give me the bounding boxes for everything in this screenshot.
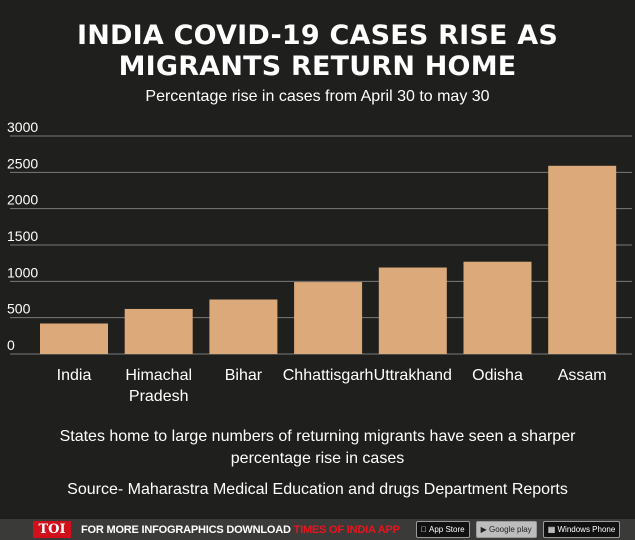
promo-brand[interactable]: TIMES OF INDIA APP — [293, 523, 400, 536]
bar-assam — [548, 165, 617, 354]
google-play-label: Google play — [480, 525, 532, 534]
y-tick-label-1000: 1000 — [7, 264, 38, 280]
windows-phone-badge[interactable]: ▦ Windows Phone — [542, 521, 621, 538]
y-tick-label-500: 500 — [7, 301, 31, 317]
chart-note: States home to large numbers of returnin… — [59, 428, 576, 467]
chart-subtitle: Percentage rise in cases from April 30 t… — [145, 88, 490, 105]
y-tick-label-3000: 3000 — [7, 119, 38, 135]
x-tick-label-himachal-pradesh: Himachal Pradesh — [125, 367, 192, 405]
x-tick-label-assam: Assam — [558, 367, 607, 384]
footer-bar: TOI FOR MORE INFOGRAPHICS DOWNLOAD TIMES… — [0, 519, 635, 540]
chart-title-line-2: MIGRANTS RETURN HOME — [118, 51, 517, 82]
footer-promo: FOR MORE INFOGRAPHICS DOWNLOAD TIMES OF … — [81, 524, 400, 536]
x-tick-label-chhattisgarh: Chhattisgarh — [283, 367, 374, 384]
x-tick-label-odisha: Odisha — [472, 367, 523, 384]
y-tick-label-2500: 2500 — [7, 155, 38, 171]
windows-phone-label: Windows Phone — [549, 525, 615, 534]
chart-source: Source- Maharastra Medical Education and… — [67, 481, 568, 498]
chart-title-line-1: INDIA COVID-19 CASES RISE AS — [77, 20, 558, 51]
play-icon: ▶ — [481, 525, 487, 534]
bar-chhattisgarh — [294, 282, 363, 354]
app-store-badge[interactable]:  App Store — [415, 521, 470, 538]
chart-title: INDIA COVID-19 CASES RISE AS MIGRANTS RE… — [0, 20, 635, 82]
y-tick-label-2000: 2000 — [7, 192, 38, 208]
bar-chart: 0 500 1000 1500 2000 2500 3000 India Himachal Pra… — [7, 119, 632, 405]
bar-himachal-pradesh — [124, 308, 193, 354]
bar-bihar — [209, 299, 278, 354]
google-play-badge[interactable]: ▶ Google play — [475, 521, 537, 538]
x-tick-label-bihar: Bihar — [225, 367, 263, 384]
bar-india — [40, 323, 108, 354]
app-store-label: App Store — [420, 525, 465, 534]
x-tick-label-uttrakhand: Uttrakhand — [374, 367, 452, 384]
apple-icon:  — [421, 525, 427, 534]
y-tick-label-1500: 1500 — [7, 228, 38, 244]
bar-uttrakhand — [378, 267, 447, 354]
toi-logo[interactable]: TOI — [33, 521, 71, 538]
windows-icon: ▦ — [548, 525, 556, 534]
promo-text: FOR MORE INFOGRAPHICS DOWNLOAD — [81, 523, 294, 536]
y-tick-label-0: 0 — [7, 337, 15, 353]
bar-odisha — [463, 261, 532, 354]
x-tick-label-india: India — [57, 367, 92, 384]
